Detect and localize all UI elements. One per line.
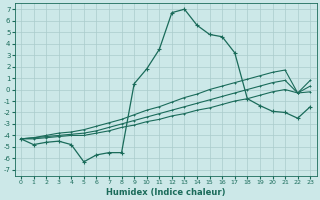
- X-axis label: Humidex (Indice chaleur): Humidex (Indice chaleur): [106, 188, 225, 197]
